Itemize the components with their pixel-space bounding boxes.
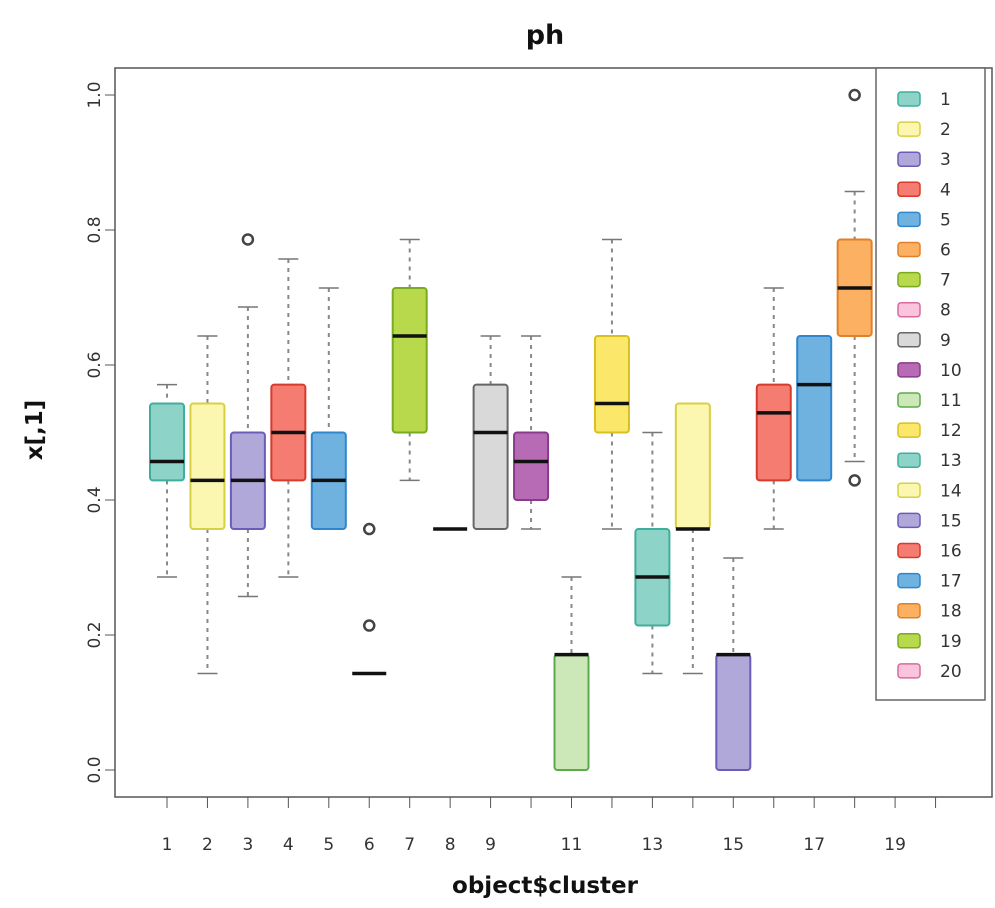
y-tick-label: 1.0 [85, 81, 105, 108]
legend-label: 5 [940, 210, 951, 230]
legend-label: 1 [940, 90, 951, 110]
x-tick-label: 8 [445, 835, 456, 855]
chart-title: ph [526, 20, 565, 51]
legend-swatch [897, 151, 921, 167]
legend-label: 16 [940, 542, 962, 562]
box-cluster-11 [553, 653, 590, 772]
legend-label: 7 [940, 271, 951, 291]
outlier-point [848, 88, 861, 102]
legend-label: 14 [940, 481, 962, 501]
legend-label: 8 [940, 301, 951, 321]
legend-label: 13 [940, 451, 962, 471]
box-cluster-12 [593, 334, 630, 434]
legend-label: 17 [940, 572, 962, 592]
legend-swatch [897, 602, 921, 619]
legend-label: 9 [940, 331, 951, 351]
x-tick-label: 5 [323, 835, 334, 855]
legend-swatch [897, 422, 921, 438]
x-tick-label: 11 [561, 835, 583, 855]
legend-label: 4 [940, 180, 951, 200]
outlier-point [848, 474, 861, 487]
y-tick-label: 0.4 [85, 486, 105, 513]
legend-swatch [897, 301, 921, 318]
legend-label: 18 [940, 602, 962, 622]
box-cluster-15 [715, 653, 752, 772]
y-axis-label: x[,1] [22, 400, 48, 461]
y-tick-label: 0.2 [85, 621, 105, 648]
legend-swatch [897, 452, 921, 468]
box-cluster-1 [149, 402, 185, 482]
outlier-point [363, 619, 376, 632]
outlier-point [363, 522, 376, 536]
legend-label: 3 [940, 150, 951, 170]
x-tick-label: 4 [283, 835, 294, 855]
outlier-point [241, 233, 255, 246]
x-tick-label: 6 [364, 835, 375, 855]
legend-swatch [897, 392, 921, 408]
legend-label: 19 [940, 632, 962, 652]
legend-swatch [897, 542, 921, 559]
legend-label: 11 [940, 391, 962, 411]
legend-label: 15 [940, 511, 962, 531]
x-tick-label: 2 [202, 835, 213, 855]
legend-swatch [897, 362, 921, 378]
legend-swatch [897, 211, 921, 228]
legend-swatch [897, 271, 921, 288]
box-cluster-2 [189, 402, 226, 531]
legend-swatch [897, 181, 921, 198]
legend-swatch [897, 572, 921, 589]
legend-swatch [897, 633, 921, 649]
legend-box [875, 67, 986, 701]
legend-swatch [897, 241, 921, 258]
legend-label: 10 [940, 361, 962, 381]
legend-swatch [897, 91, 921, 107]
x-tick-label: 3 [242, 835, 253, 855]
x-tick-label: 1 [162, 835, 173, 855]
legend-swatch [897, 332, 921, 348]
x-tick-label: 15 [722, 835, 744, 855]
y-tick-label: 0.6 [85, 351, 105, 378]
legend-label: 2 [940, 120, 951, 140]
x-tick-label: 19 [884, 835, 906, 855]
legend-swatch [897, 663, 921, 679]
x-tick-label: 17 [803, 835, 825, 855]
legend-swatch [897, 512, 921, 529]
box-cluster-9 [472, 383, 509, 531]
x-tick-label: 9 [485, 835, 496, 855]
legend-swatch [897, 482, 921, 499]
box-cluster-7 [391, 287, 428, 434]
box-cluster-17 [796, 334, 833, 482]
box-cluster-14 [674, 402, 711, 531]
legend-label: 20 [940, 662, 962, 682]
box-cluster-10 [513, 431, 550, 501]
y-tick-label: 0.0 [85, 756, 105, 783]
x-tick-label: 13 [642, 835, 664, 855]
box-cluster-16 [755, 383, 792, 482]
legend-swatch [897, 121, 921, 137]
x-axis-label: object$cluster [452, 873, 639, 899]
legend-label: 6 [940, 241, 951, 261]
x-tick-label: 7 [404, 835, 415, 855]
y-tick-label: 0.8 [85, 216, 105, 243]
legend-label: 12 [940, 421, 962, 441]
